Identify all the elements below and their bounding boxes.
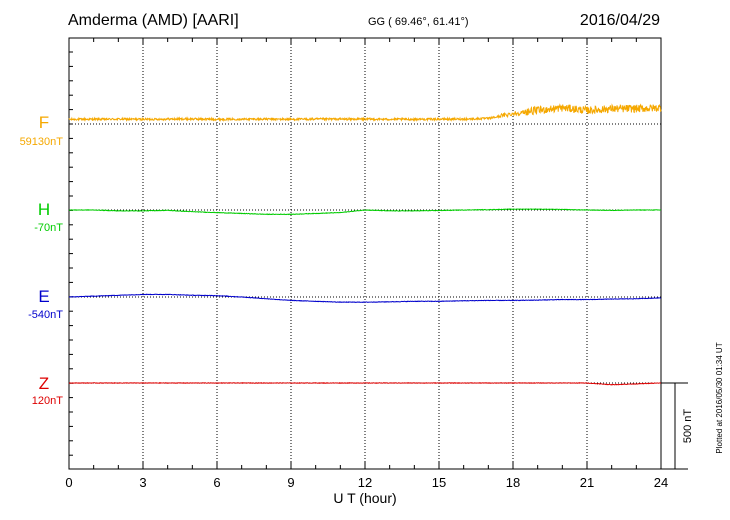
scale-bar: 500 nT (661, 382, 694, 470)
x-tick-label-0: 0 (65, 475, 72, 490)
series-name-Z: Z (39, 374, 49, 393)
x-tick-label-3: 3 (139, 475, 146, 490)
series-line-H (68, 208, 662, 216)
coordinates-label: GG ( 69.46°, 61.41°) (368, 16, 469, 28)
series-name-H: H (38, 200, 50, 219)
baseline-label-E: -540nT (28, 309, 63, 321)
x-axis-label: U T (hour) (333, 490, 396, 506)
series-line-F (68, 103, 662, 123)
plotted-note: Plotted at 2016/05/30 01:34 UT (715, 342, 724, 453)
baseline-label-F: 59130nT (20, 136, 64, 148)
series-name-E: E (38, 287, 49, 306)
x-tick-label-15: 15 (432, 475, 446, 490)
x-tick-label-24: 24 (654, 475, 668, 490)
x-tick-label-21: 21 (580, 475, 594, 490)
x-tick-label-6: 6 (213, 475, 220, 490)
baseline-label-H: -70nT (34, 222, 63, 234)
x-tick-label-9: 9 (287, 475, 294, 490)
x-tick-label-18: 18 (506, 475, 520, 490)
scale-bar-label: 500 nT (682, 409, 694, 444)
baseline-label-Z: 120nT (32, 395, 63, 407)
date-label: 2016/04/29 (580, 12, 660, 29)
series-line-Z (68, 381, 662, 386)
x-tick-label-12: 12 (358, 475, 372, 490)
series-line-E (68, 293, 662, 304)
series-name-F: F (39, 113, 49, 132)
station-title: Amderma (AMD) [AARI] (68, 12, 239, 29)
